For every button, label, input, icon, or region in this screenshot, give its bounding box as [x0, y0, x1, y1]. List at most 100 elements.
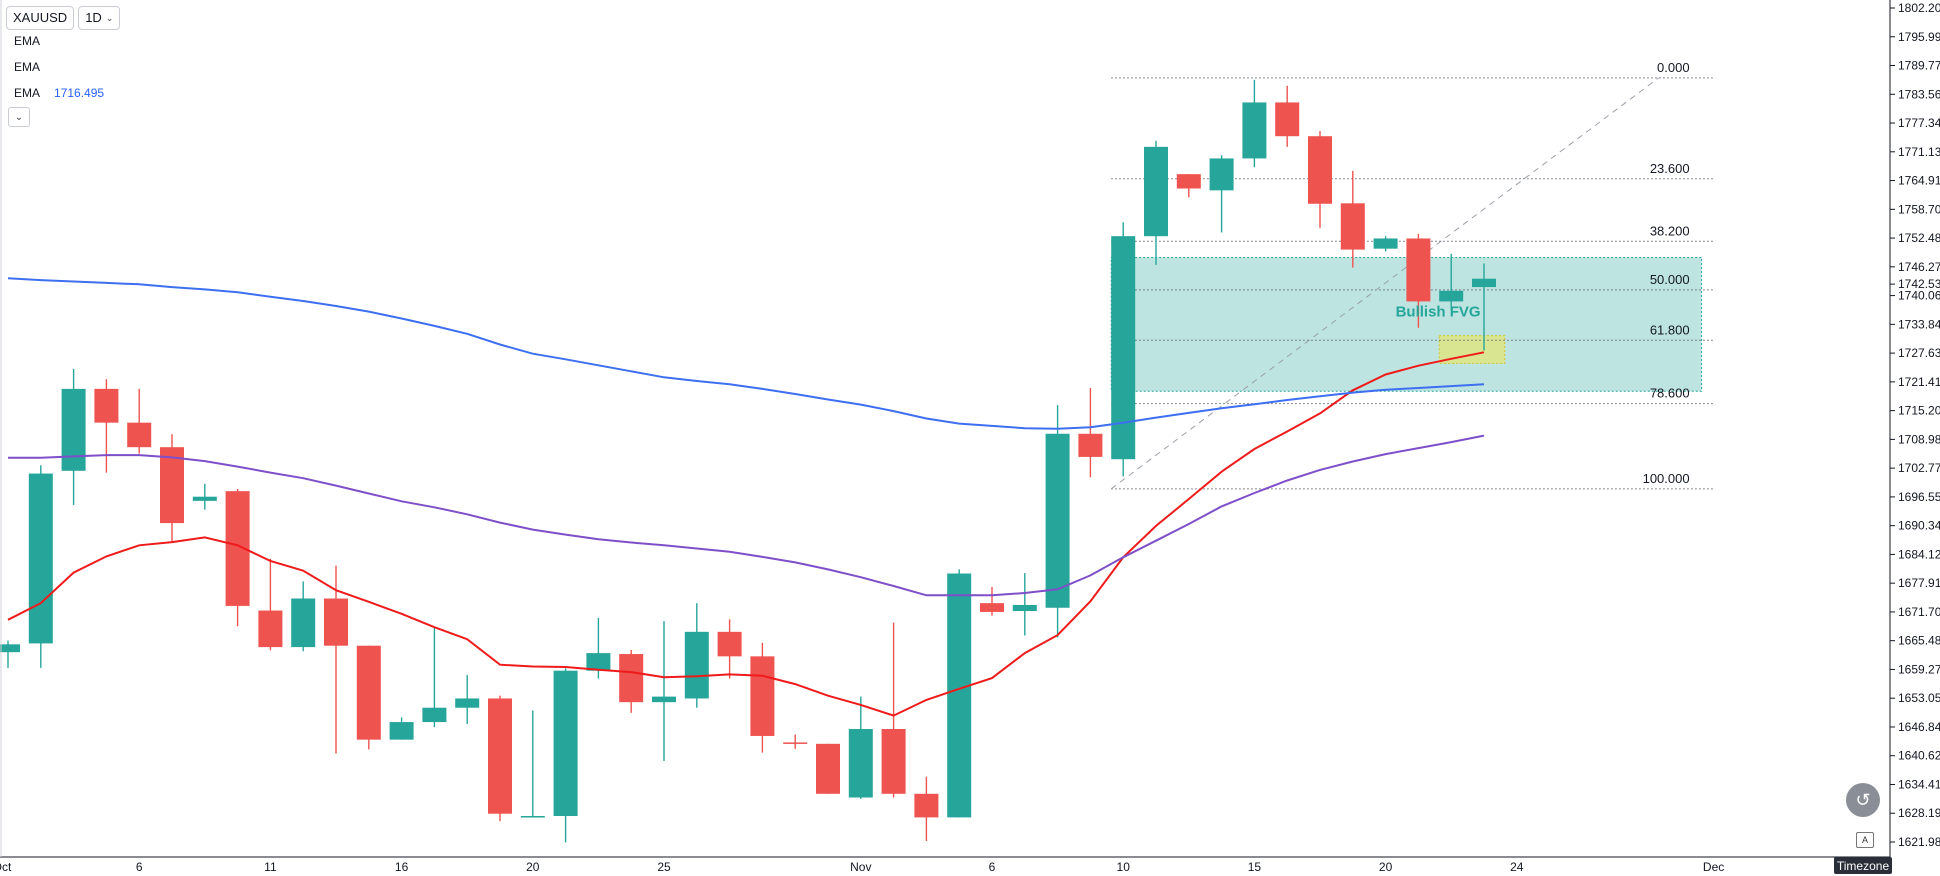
candle-body: [816, 743, 840, 794]
candle-body: [1012, 604, 1037, 612]
price-tick-label: 1653.057: [1898, 691, 1940, 705]
time-tick-label: 15: [1248, 860, 1262, 874]
auto-scale-icon: A: [1861, 835, 1868, 845]
price-tick-label: 1702.773: [1898, 461, 1940, 475]
fib-trend-line: [1110, 77, 1659, 490]
candle-body: [0, 644, 20, 653]
candle-body: [1209, 158, 1234, 191]
indicator-label: EMA: [14, 86, 41, 100]
price-tick-label: 1764.918: [1898, 174, 1940, 188]
time-tick-label: 25: [657, 860, 671, 874]
candle-body: [750, 656, 775, 736]
price-tick-label: 1727.631: [1898, 346, 1940, 360]
candle-body: [1176, 174, 1201, 189]
indicator-label: EMA: [14, 34, 41, 48]
price-tick-label: 1684.129: [1898, 547, 1940, 561]
candle-body: [356, 645, 381, 740]
candle-body: [1144, 146, 1168, 237]
reset-chart-icon: ↺: [1855, 789, 1871, 810]
fib-level-label: 100.000: [1643, 471, 1690, 486]
candle-body: [192, 496, 217, 501]
fib-level-label: 38.200: [1650, 223, 1690, 238]
price-tick-label: 1777.347: [1898, 116, 1940, 130]
fib-level-label: 61.800: [1650, 322, 1690, 337]
candle-body: [980, 603, 1004, 612]
candle-body: [389, 722, 414, 740]
timezone-button[interactable]: Timezone: [1834, 857, 1892, 874]
time-tick-label: 11: [264, 860, 277, 874]
candle-body: [684, 631, 709, 699]
price-tick-label: 1690.344: [1898, 519, 1940, 533]
candle-body: [881, 729, 906, 794]
indicator-row-3[interactable]: EMA 1716.495: [14, 86, 104, 100]
candle-body: [422, 707, 447, 723]
collapse-indicators-button[interactable]: ⌄: [8, 107, 30, 127]
price-tick-label: 1671.700: [1898, 605, 1940, 619]
price-tick-label: 1621.984: [1898, 835, 1940, 849]
time-tick-label: 24: [1510, 860, 1524, 874]
reset-chart-button[interactable]: ↺: [1846, 783, 1880, 817]
candle-body: [1275, 102, 1300, 137]
time-tick-label: 10: [1117, 860, 1131, 874]
fib-level-label: 50.000: [1650, 272, 1690, 287]
price-tick-label: 1802.205: [1898, 1, 1940, 15]
price-tick-label: 1640.628: [1898, 749, 1940, 763]
fib-level-label: 23.600: [1650, 161, 1690, 176]
auto-scale-button[interactable]: A: [1856, 832, 1874, 848]
time-tick-label: 6: [136, 860, 143, 874]
price-tick-label: 1634.413: [1898, 777, 1940, 791]
candle-body: [1308, 136, 1332, 204]
candle-body: [455, 698, 480, 708]
candle-body: [160, 447, 184, 524]
indicator-row-2[interactable]: EMA: [14, 60, 54, 74]
candle-body: [947, 573, 972, 818]
candle-body: [94, 388, 119, 423]
price-tick-label: 1795.990: [1898, 30, 1940, 44]
indicator-value: 1716.495: [54, 86, 105, 100]
timeframe-label: 1D: [85, 10, 102, 25]
candle-body: [258, 610, 283, 648]
price-tick-label: 1708.987: [1898, 432, 1940, 446]
price-tick-label: 1715.202: [1898, 404, 1940, 418]
candle-body: [1406, 238, 1431, 302]
candle-body: [553, 670, 578, 817]
price-tick-label: 1758.703: [1898, 202, 1940, 216]
timezone-label: Timezone: [1836, 858, 1890, 873]
price-tick-label: 1733.845: [1898, 317, 1940, 331]
candle-body: [28, 473, 53, 644]
time-tick-label: 6: [989, 860, 996, 874]
candle-body: [488, 698, 512, 814]
time-tick-label: Oct: [0, 860, 12, 874]
symbol-label: XAUUSD: [13, 10, 68, 25]
candle-body: [717, 631, 742, 657]
candle-body: [783, 742, 808, 744]
symbol-chip[interactable]: XAUUSD: [6, 6, 75, 30]
candle-body: [291, 598, 316, 648]
time-tick-label: 20: [1379, 860, 1393, 874]
price-tick-label: 1746.274: [1898, 260, 1940, 274]
fvg-label: Bullish FVG: [1396, 304, 1481, 321]
price-tick-label: 1646.842: [1898, 720, 1940, 734]
ema-line: [8, 434, 1485, 597]
fib-level-label: 78.600: [1650, 386, 1690, 401]
time-tick-label: 20: [526, 860, 540, 874]
candle-body: [324, 598, 348, 646]
price-tick-label: 1677.915: [1898, 576, 1940, 590]
candle-body: [1373, 238, 1398, 249]
candle-body: [127, 422, 152, 448]
candle-body: [520, 816, 545, 818]
timeframe-chip[interactable]: 1D ⌄: [78, 6, 121, 30]
price-tick-label: 1752.489: [1898, 231, 1940, 245]
price-tick-label: 1740.060: [1898, 289, 1940, 303]
price-marker-label: 1742.537: [1898, 277, 1940, 291]
price-tick-label: 1665.486: [1898, 634, 1940, 648]
candle-body: [848, 729, 873, 798]
time-tick-label: Nov: [850, 860, 871, 874]
fvg-zone: [1110, 256, 1703, 392]
candle-body: [1439, 290, 1464, 302]
indicator-row-1[interactable]: EMA: [14, 34, 54, 48]
candle-body: [1111, 236, 1136, 460]
indicator-label: EMA: [14, 60, 41, 74]
price-tick-label: 1659.271: [1898, 662, 1940, 676]
